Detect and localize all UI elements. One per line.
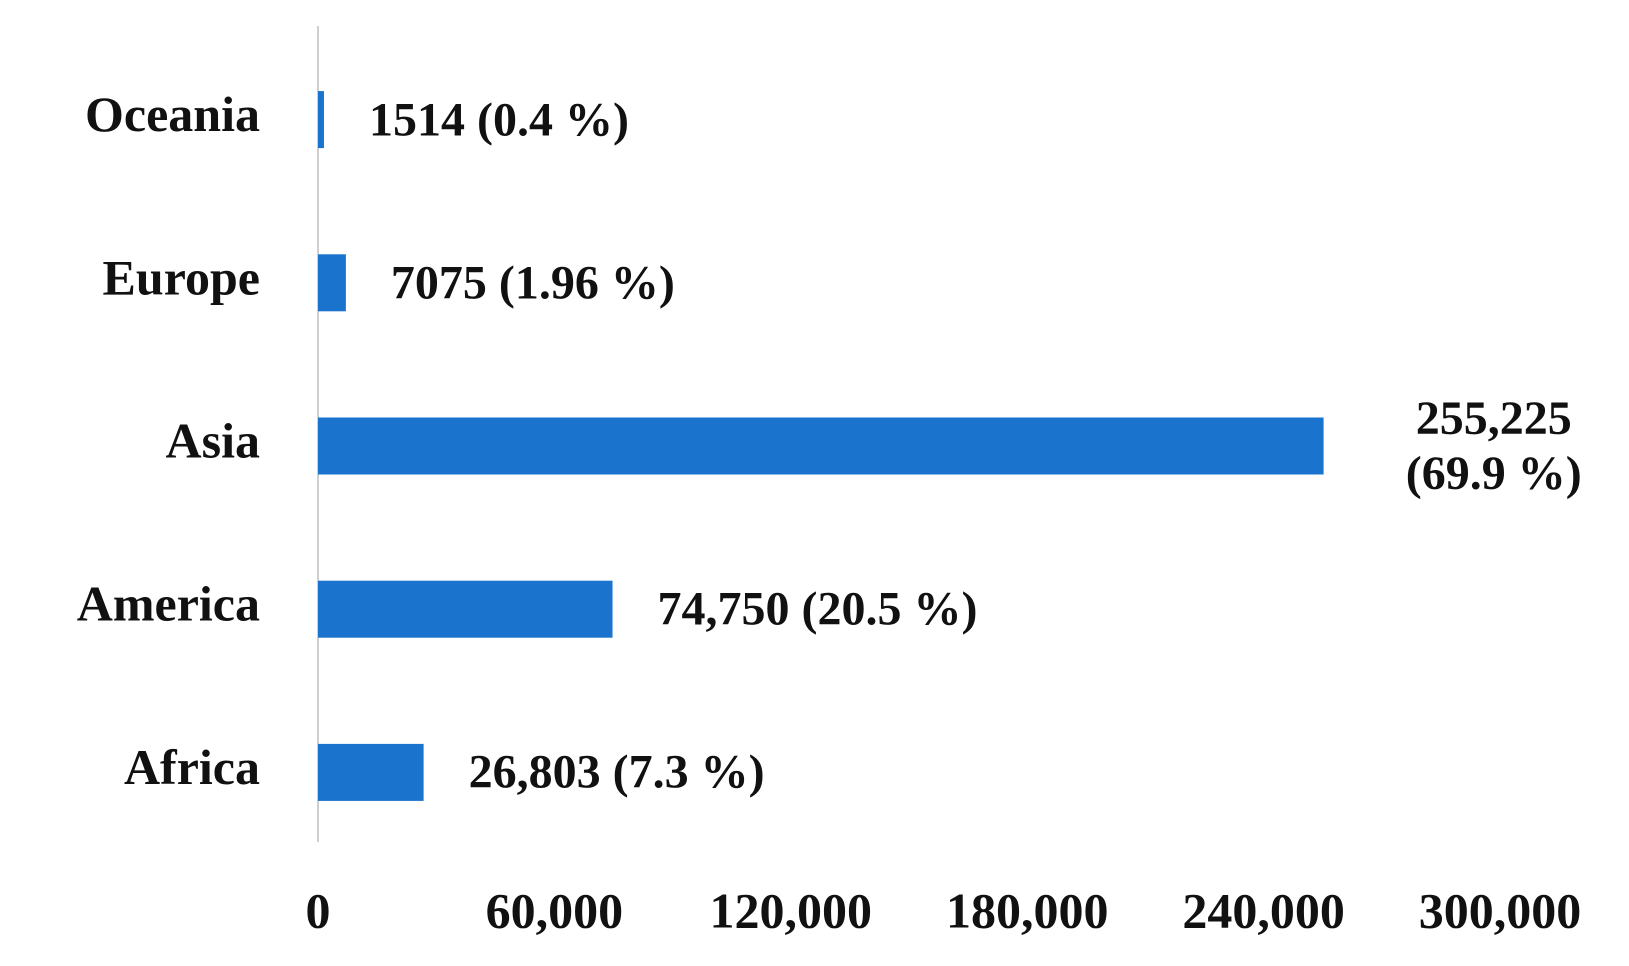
y-tick-label: Oceania <box>85 86 260 142</box>
y-tick-label: America <box>77 576 260 632</box>
x-tick-label: 300,000 <box>1419 882 1582 938</box>
value-label: 7075 (1.96 %) <box>390 256 675 310</box>
y-tick-label: Europe <box>103 249 260 305</box>
value-label: 26,803 (7.3 %) <box>468 745 765 799</box>
bar <box>318 580 613 638</box>
x-tick-label: 60,000 <box>486 882 624 938</box>
y-tick-label: Asia <box>166 412 260 468</box>
value-label: 74,750 (20.5 %) <box>657 582 978 636</box>
bar <box>318 254 346 312</box>
x-tick-label: 120,000 <box>710 882 873 938</box>
y-tick-label: Africa <box>124 739 260 795</box>
bar <box>318 91 324 149</box>
x-tick-label: 0 <box>306 882 331 938</box>
x-tick-label: 240,000 <box>1182 882 1345 938</box>
x-tick-label: 180,000 <box>946 882 1109 938</box>
value-label: 255,225 (69.9 %) <box>1405 391 1582 500</box>
bar <box>318 417 1324 475</box>
value-label: 1514 (0.4 %) <box>368 93 629 146</box>
bar <box>318 743 424 801</box>
